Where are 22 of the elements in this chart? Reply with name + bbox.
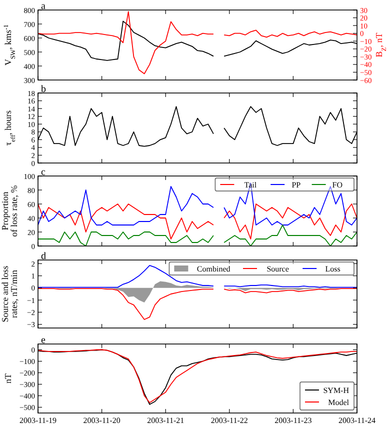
chart-title: e <box>41 335 46 346</box>
y-axis-title: Proportion of loss rate, % <box>0 184 19 237</box>
legend-label: Tail <box>244 180 258 190</box>
chart-title: a <box>41 1 46 12</box>
legend-label: Model <box>328 398 350 407</box>
legend-label: Loss <box>325 264 340 274</box>
x-tick-label: 2003-11-24 <box>338 416 376 425</box>
chart-title: b <box>41 84 46 95</box>
x-tick-label: 2003-11-22 <box>210 416 248 425</box>
x-tick-label: 2003-11-19 <box>19 416 57 425</box>
y-axis-title: Source and loss rates, nT/min <box>0 265 19 322</box>
chart-title: d <box>41 251 46 262</box>
legend-label: Source <box>266 264 290 274</box>
x-tick-label: 2003-11-20 <box>83 416 120 425</box>
x-tick-label: 2003-11-21 <box>147 416 184 425</box>
y-axis-title: nT <box>3 373 13 384</box>
legend-label: PP <box>292 180 302 190</box>
legend-label: Combined <box>196 264 230 274</box>
legend-label: SYM-H <box>323 386 350 395</box>
chart-title: c <box>41 167 46 178</box>
x-tick-label: 2003-11-23 <box>274 416 312 425</box>
legend-label: FO <box>332 180 343 190</box>
